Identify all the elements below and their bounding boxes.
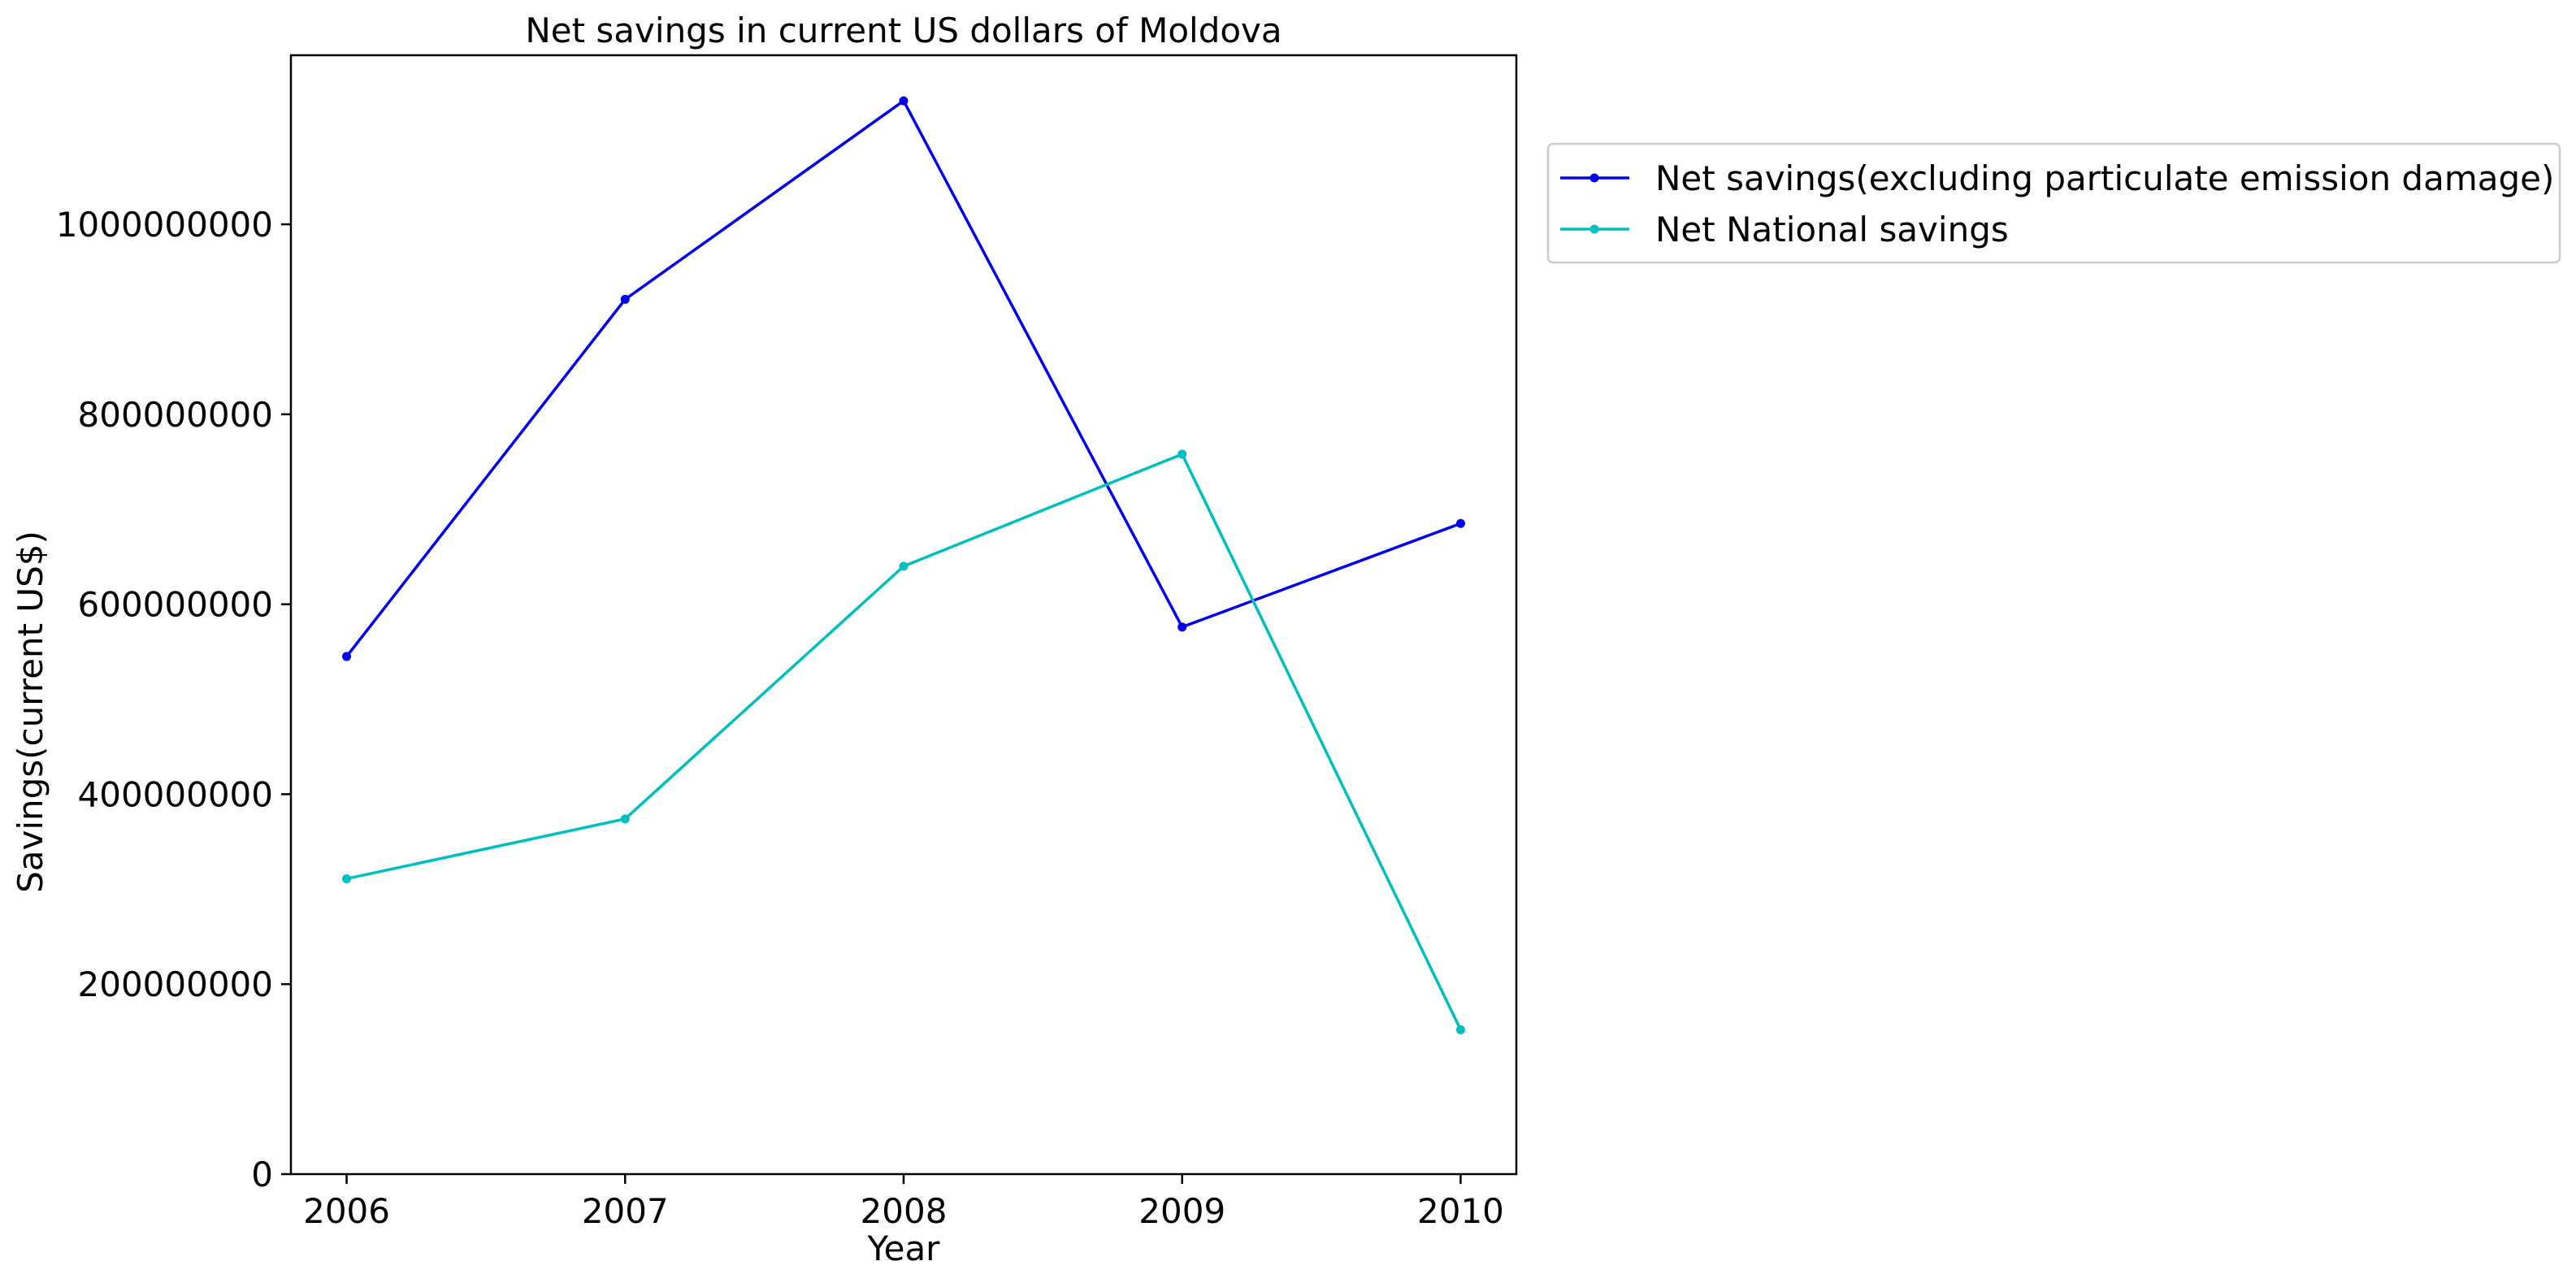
series-layer xyxy=(342,96,1465,1034)
data-point xyxy=(620,814,630,824)
legend-box xyxy=(1546,142,2561,264)
legend: Net savings(excluding particulate emissi… xyxy=(1546,142,2561,264)
y-tick-label: 400000000 xyxy=(78,774,274,814)
data-point xyxy=(899,96,909,106)
y-tick-label: 1000000000 xyxy=(56,205,273,245)
y-axis-ticks: 0 200000000 400000000 600000000 800000000 100… xyxy=(56,205,291,1194)
legend-swatch-marker xyxy=(1589,173,1599,183)
series-2 xyxy=(342,449,1465,1034)
x-tick-label: 2007 xyxy=(582,1191,669,1231)
legend-swatch-marker xyxy=(1589,224,1599,234)
data-point xyxy=(620,294,630,304)
x-tick-label: 2009 xyxy=(1138,1191,1225,1231)
data-point xyxy=(342,652,352,661)
y-tick-label: 600000000 xyxy=(78,585,274,625)
series-1 xyxy=(342,96,1465,661)
data-point xyxy=(899,561,909,571)
data-point xyxy=(1455,518,1465,528)
x-tick-label: 2008 xyxy=(861,1191,948,1231)
data-point xyxy=(342,873,352,883)
plot-area xyxy=(289,54,1518,1176)
x-tick-label: 2010 xyxy=(1417,1191,1504,1231)
series-line xyxy=(345,99,1462,658)
plot-frame xyxy=(289,54,1518,1176)
data-point xyxy=(1177,449,1187,459)
x-axis-ticks: 2006 2007 2008 2009 2010 xyxy=(303,1174,1504,1231)
legend-label: Net savings(excluding particulate emissi… xyxy=(1655,158,2554,198)
x-tick-label: 2006 xyxy=(303,1191,390,1231)
x-axis-label: Year xyxy=(867,1229,941,1268)
series-line xyxy=(346,453,1463,1031)
y-axis-label: Savings(current US$) xyxy=(11,531,50,893)
legend-item-1: Net savings(excluding particulate emissi… xyxy=(1560,158,2554,198)
data-point xyxy=(1177,622,1187,632)
y-tick-label: 0 xyxy=(251,1155,273,1194)
data-point xyxy=(1455,1025,1465,1034)
legend-label: Net National savings xyxy=(1655,210,2009,249)
legend-item-2: Net National savings xyxy=(1560,210,2009,249)
y-tick-label: 200000000 xyxy=(78,964,274,1004)
y-tick-label: 800000000 xyxy=(78,395,274,435)
chart-title: Net savings in current US dollars of Mol… xyxy=(525,11,1281,50)
